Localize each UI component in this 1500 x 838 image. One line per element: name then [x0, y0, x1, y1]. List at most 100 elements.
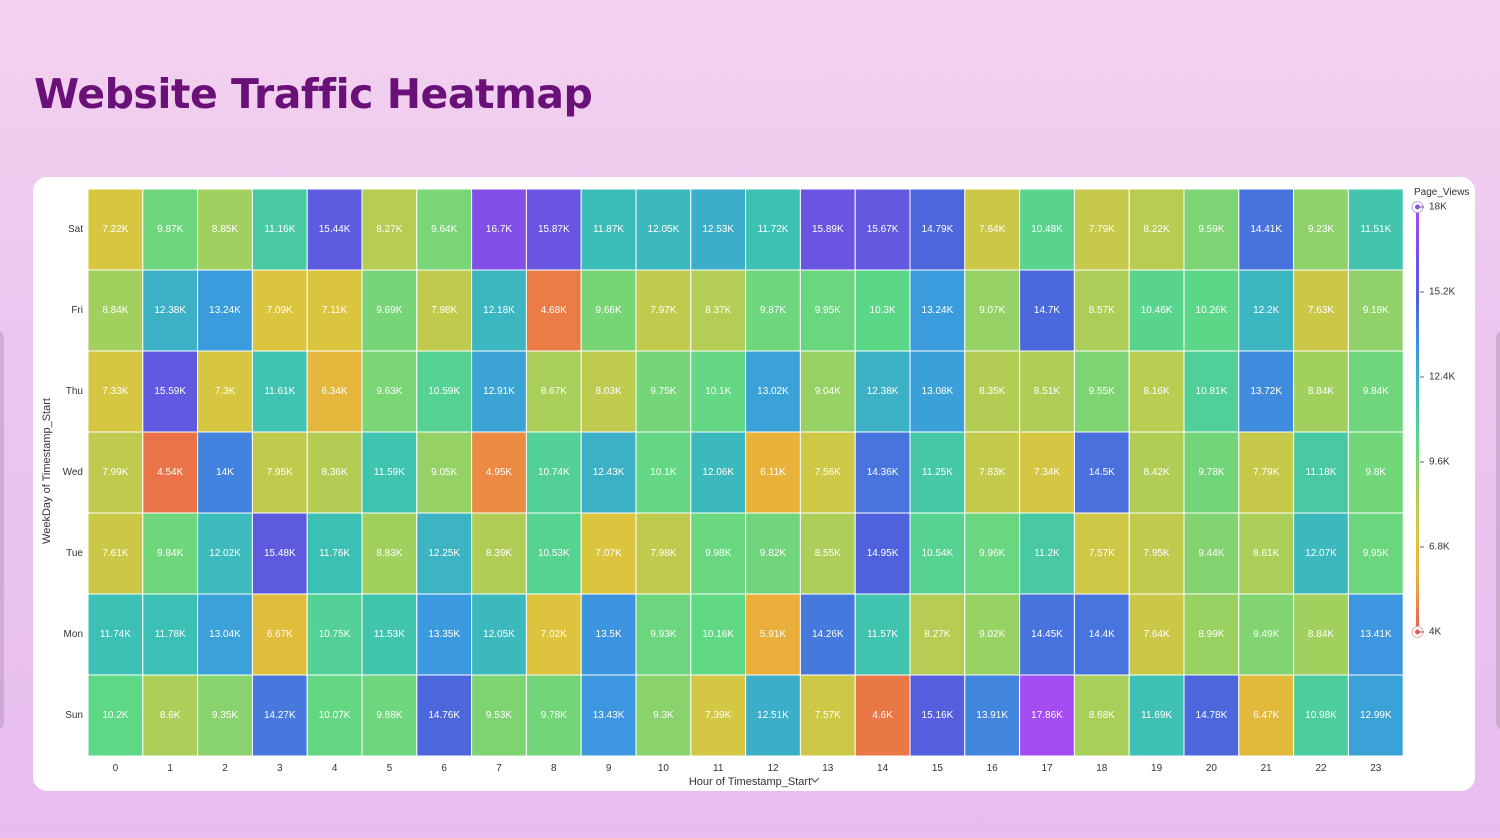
heatmap-cell[interactable]	[471, 350, 527, 433]
heatmap-cell[interactable]	[854, 431, 911, 514]
heatmap-cell[interactable]	[197, 512, 253, 595]
heatmap-cell[interactable]	[197, 188, 253, 271]
heatmap-cell[interactable]	[1073, 350, 1130, 433]
heatmap-cell[interactable]	[251, 431, 308, 514]
heatmap-cell[interactable]	[1183, 350, 1240, 433]
heatmap-cell[interactable]	[142, 512, 199, 595]
heatmap-cell[interactable]	[799, 269, 856, 352]
heatmap-cell[interactable]	[1293, 512, 1349, 595]
heatmap-cell[interactable]	[251, 269, 308, 352]
heatmap-cell[interactable]	[1128, 350, 1185, 433]
heatmap-cell[interactable]	[690, 674, 747, 757]
heatmap-cell[interactable]	[1019, 350, 1075, 433]
heatmap-cell[interactable]	[1293, 269, 1349, 352]
heatmap-cell[interactable]	[1073, 593, 1130, 676]
heatmap-cell[interactable]	[1347, 674, 1404, 757]
heatmap-cell[interactable]	[1347, 188, 1404, 271]
heatmap-cell[interactable]	[251, 512, 308, 595]
heatmap-cell[interactable]	[306, 431, 363, 514]
heatmap-cell[interactable]	[361, 674, 418, 757]
heatmap-cell[interactable]	[635, 593, 692, 676]
heatmap-cell[interactable]	[306, 674, 363, 757]
heatmap-cell[interactable]	[87, 269, 144, 352]
heatmap-cell[interactable]	[580, 188, 637, 271]
heatmap-cell[interactable]	[964, 512, 1021, 595]
heatmap-cell[interactable]	[142, 188, 199, 271]
heatmap-cell[interactable]	[1019, 188, 1075, 271]
heatmap-cell[interactable]	[306, 350, 363, 433]
heatmap-cell[interactable]	[1073, 188, 1130, 271]
heatmap-cell[interactable]	[964, 674, 1021, 757]
heatmap-cell[interactable]	[964, 188, 1021, 271]
heatmap-cell[interactable]	[1347, 269, 1404, 352]
heatmap-cell[interactable]	[1238, 431, 1295, 514]
heatmap-cell[interactable]	[1019, 269, 1075, 352]
heatmap-cell[interactable]	[1293, 431, 1349, 514]
heatmap-cell[interactable]	[1073, 269, 1130, 352]
heatmap-cell[interactable]	[87, 350, 144, 433]
heatmap-cell[interactable]	[1019, 593, 1075, 676]
heatmap-cell[interactable]	[1128, 674, 1185, 757]
heatmap-cell[interactable]	[909, 188, 966, 271]
heatmap-cell[interactable]	[1238, 269, 1295, 352]
heatmap-cell[interactable]	[416, 431, 473, 514]
heatmap-cell[interactable]	[909, 431, 966, 514]
heatmap-cell[interactable]	[1238, 512, 1295, 595]
heatmap-cell[interactable]	[1128, 512, 1185, 595]
heatmap-cell[interactable]	[1293, 674, 1349, 757]
heatmap-cell[interactable]	[1073, 674, 1130, 757]
heatmap-cell[interactable]	[197, 269, 253, 352]
heatmap-cell[interactable]	[635, 512, 692, 595]
heatmap-cell[interactable]	[799, 188, 856, 271]
heatmap-cell[interactable]	[142, 350, 199, 433]
heatmap-cell[interactable]	[142, 593, 199, 676]
heatmap-cell[interactable]	[745, 674, 801, 757]
heatmap-cell[interactable]	[525, 431, 582, 514]
heatmap-cell[interactable]	[525, 674, 582, 757]
heatmap-cell[interactable]	[909, 350, 966, 433]
heatmap-cell[interactable]	[635, 350, 692, 433]
heatmap-cell[interactable]	[635, 674, 692, 757]
heatmap-cell[interactable]	[1019, 674, 1075, 757]
heatmap-cell[interactable]	[361, 188, 418, 271]
heatmap-cell[interactable]	[416, 512, 473, 595]
heatmap-cell[interactable]	[1073, 512, 1130, 595]
heatmap-cell[interactable]	[471, 593, 527, 676]
heatmap-cell[interactable]	[416, 593, 473, 676]
heatmap-cell[interactable]	[1128, 431, 1185, 514]
heatmap-cell[interactable]	[854, 269, 911, 352]
heatmap-cell[interactable]	[1183, 188, 1240, 271]
heatmap-cell[interactable]	[197, 431, 253, 514]
heatmap-cell[interactable]	[471, 512, 527, 595]
heatmap-cell[interactable]	[306, 269, 363, 352]
heatmap-cell[interactable]	[1293, 593, 1349, 676]
heatmap-cell[interactable]	[361, 512, 418, 595]
heatmap-cell[interactable]	[580, 674, 637, 757]
heatmap-cell[interactable]	[1347, 593, 1404, 676]
heatmap-cell[interactable]	[690, 512, 747, 595]
heatmap-cell[interactable]	[1347, 512, 1404, 595]
heatmap-cell[interactable]	[1238, 593, 1295, 676]
heatmap-cell[interactable]	[909, 269, 966, 352]
heatmap-cell[interactable]	[580, 593, 637, 676]
heatmap-cell[interactable]	[1183, 269, 1240, 352]
x-axis-title-group[interactable]: Hour of Timestamp_Start	[689, 776, 820, 788]
heatmap-cell[interactable]	[87, 188, 144, 271]
heatmap-cell[interactable]	[87, 431, 144, 514]
heatmap-cell[interactable]	[142, 674, 199, 757]
heatmap-cell[interactable]	[964, 431, 1021, 514]
heatmap-cell[interactable]	[1293, 188, 1349, 271]
heatmap-cell[interactable]	[416, 350, 473, 433]
heatmap-cell[interactable]	[690, 269, 747, 352]
heatmap-cell[interactable]	[854, 593, 911, 676]
heatmap-cell[interactable]	[1347, 350, 1404, 433]
heatmap-cell[interactable]	[799, 593, 856, 676]
heatmap-cell[interactable]	[197, 593, 253, 676]
heatmap-cell[interactable]	[471, 674, 527, 757]
heatmap-cell[interactable]	[690, 188, 747, 271]
heatmap-cell[interactable]	[87, 674, 144, 757]
chevron-down-icon[interactable]	[810, 777, 820, 783]
heatmap-cell[interactable]	[87, 593, 144, 676]
heatmap-cell[interactable]	[1238, 350, 1295, 433]
heatmap-cell[interactable]	[909, 674, 966, 757]
